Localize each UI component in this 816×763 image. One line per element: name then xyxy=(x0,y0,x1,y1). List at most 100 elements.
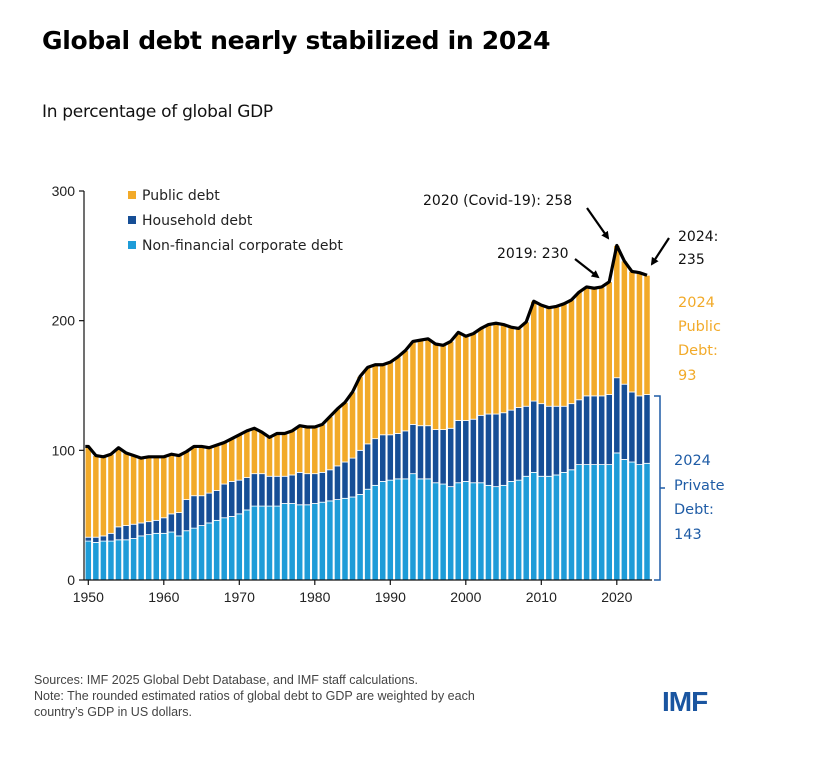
y-tick-label-200: 200 xyxy=(52,313,76,329)
bar-public-1957 xyxy=(137,457,145,524)
bar-household-1957 xyxy=(137,522,145,537)
bar-household-1987 xyxy=(364,443,372,490)
bar-public-1969 xyxy=(228,438,236,482)
bar-corporate-1953 xyxy=(107,540,115,581)
bar-corporate-1992 xyxy=(401,478,409,581)
bar-public-1998 xyxy=(447,341,455,429)
bar-corporate-2008 xyxy=(522,475,530,581)
bar-household-2019 xyxy=(605,394,613,465)
public-debt-2024-line2: Public xyxy=(678,319,721,335)
chart-subtitle: In percentage of global GDP xyxy=(42,102,273,122)
bar-household-1977 xyxy=(288,474,296,504)
bar-household-1981 xyxy=(318,471,326,503)
bar-household-1996 xyxy=(432,429,440,484)
bar-corporate-2020 xyxy=(613,452,621,581)
bar-household-1979 xyxy=(303,473,311,506)
annotation-2020: 2020 (Covid-19): 258 xyxy=(423,193,572,209)
chart-title: Global debt nearly stabilized in 2024 xyxy=(42,26,551,55)
bar-public-2002 xyxy=(477,328,485,416)
bar-corporate-1991 xyxy=(394,478,402,581)
bar-public-2024 xyxy=(643,274,651,395)
bar-household-2013 xyxy=(560,405,568,473)
bar-corporate-1981 xyxy=(318,501,326,581)
y-tick-label-100: 100 xyxy=(52,442,76,458)
bar-corporate-1952 xyxy=(99,540,107,581)
bar-corporate-2006 xyxy=(507,481,515,581)
bar-household-2011 xyxy=(545,405,553,477)
bar-corporate-1967 xyxy=(213,519,221,581)
total-debt-line xyxy=(85,243,648,460)
bar-corporate-1999 xyxy=(454,482,462,581)
bar-household-1969 xyxy=(228,481,236,517)
bar-public-1962 xyxy=(175,455,183,513)
bar-corporate-1959 xyxy=(152,532,160,581)
legend-label-household: Household debt xyxy=(142,213,253,229)
bar-public-1978 xyxy=(296,425,304,473)
bar-public-1961 xyxy=(167,453,175,515)
bar-corporate-2015 xyxy=(575,464,583,581)
legend: Public debt Household debt Non-financial… xyxy=(128,188,343,254)
bar-public-1980 xyxy=(311,426,319,475)
bar-public-1981 xyxy=(318,423,326,473)
bar-public-2000 xyxy=(462,335,470,421)
bar-corporate-1972 xyxy=(250,505,258,581)
bar-corporate-1964 xyxy=(190,527,198,581)
legend-swatch-household xyxy=(128,216,136,224)
bar-household-1956 xyxy=(130,523,138,539)
bar-corporate-1955 xyxy=(122,539,130,581)
arrow-2020 xyxy=(586,207,610,240)
bar-household-1999 xyxy=(454,420,462,484)
bar-household-1971 xyxy=(243,477,251,511)
bar-corporate-1990 xyxy=(386,479,394,581)
private-debt-2024-line3: Debt: xyxy=(674,502,714,518)
bar-public-1965 xyxy=(197,446,206,497)
bar-household-1984 xyxy=(341,461,349,499)
bar-household-1950 xyxy=(84,536,92,542)
bar-household-1960 xyxy=(160,517,168,534)
bar-household-1993 xyxy=(409,423,417,475)
x-tick-label-1970: 1970 xyxy=(224,589,255,605)
bar-corporate-1982 xyxy=(326,500,334,581)
sources-text: Sources: IMF 2025 Global Debt Database, … xyxy=(34,673,418,687)
bar-household-1961 xyxy=(167,513,175,533)
bar-public-1973 xyxy=(258,431,266,475)
bar-household-1997 xyxy=(439,429,447,485)
bar-public-1963 xyxy=(182,451,191,501)
axes-group xyxy=(83,191,652,581)
bar-public-2017 xyxy=(590,287,598,397)
bar-public-1983 xyxy=(333,408,341,467)
bar-corporate-1979 xyxy=(303,504,311,581)
note-text-line2: country’s GDP in US dollars. xyxy=(34,705,192,719)
bar-corporate-2016 xyxy=(583,464,591,581)
arrow-2024 xyxy=(650,237,670,266)
bar-public-1994 xyxy=(416,339,425,427)
bar-public-1950 xyxy=(84,446,92,538)
bar-household-1982 xyxy=(326,469,334,502)
bar-public-1967 xyxy=(213,444,221,491)
bar-corporate-1988 xyxy=(371,484,379,581)
bar-public-1976 xyxy=(281,433,289,477)
legend-swatch-public xyxy=(128,191,136,199)
bar-household-1980 xyxy=(311,473,319,504)
bar-public-1995 xyxy=(424,338,432,427)
annotations: 2020 (Covid-19): 258 2019: 230 2024: 235… xyxy=(423,193,725,581)
bar-public-1999 xyxy=(454,331,462,421)
bar-household-2021 xyxy=(620,383,628,460)
annotation-2024-value: 235 xyxy=(678,252,705,268)
bar-household-1989 xyxy=(379,434,387,482)
annotation-2024-label: 2024: xyxy=(678,229,718,245)
bar-household-1978 xyxy=(296,471,304,506)
bar-public-1996 xyxy=(432,343,440,430)
bar-corporate-1998 xyxy=(447,486,455,581)
bar-household-2012 xyxy=(552,405,560,476)
x-tick-label-2010: 2010 xyxy=(526,589,557,605)
bar-household-1998 xyxy=(447,427,455,488)
bar-public-1954 xyxy=(114,447,123,528)
bar-household-1963 xyxy=(182,499,191,532)
bar-corporate-2021 xyxy=(620,459,628,581)
bar-household-1974 xyxy=(265,475,274,507)
bar-public-1982 xyxy=(326,416,334,471)
bar-public-1966 xyxy=(205,447,213,494)
public-debt-2024-value: 93 xyxy=(678,368,696,384)
bar-corporate-1951 xyxy=(92,542,100,581)
